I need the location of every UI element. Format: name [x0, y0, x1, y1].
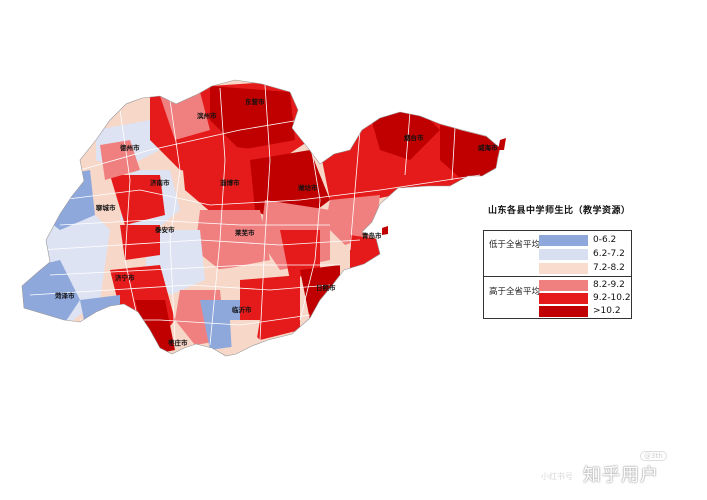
- legend-swatch-4: [539, 293, 588, 304]
- city-label-binzhou: 滨州市: [197, 111, 217, 120]
- island: [382, 226, 388, 235]
- city-label-dongying: 东营市: [245, 97, 265, 106]
- watermark-badge: @3th: [640, 451, 667, 461]
- city-labels: 德州市 滨州市 东营市 烟台市 威海市 聊城市 济南市 淄博市 潍坊市 青岛市 …: [55, 97, 498, 347]
- legend-group-label-above: 高于全省平均: [489, 287, 541, 297]
- legend-range-3: 8.2-9.2: [593, 280, 625, 290]
- legend-group-label-below: 低于全省平均: [489, 240, 541, 250]
- legend-divider: [484, 276, 631, 277]
- legend-swatch-3: [539, 280, 588, 291]
- legend-range-2: 7.2-8.2: [593, 263, 625, 273]
- city-label-jinan: 济南市: [150, 178, 170, 187]
- legend-swatch-5: [539, 306, 588, 317]
- watermark-text: 知乎用户: [583, 465, 659, 486]
- city-label-yantai: 烟台市: [404, 133, 424, 142]
- city-label-zaozhuang: 枣庄市: [167, 338, 188, 347]
- city-label-rizhao: 日照市: [316, 283, 336, 292]
- city-label-dezhou: 德州市: [120, 143, 140, 152]
- island: [498, 138, 506, 150]
- watermark-small-text: 小红书号: [541, 472, 573, 481]
- city-label-taian: 泰安市: [154, 225, 175, 234]
- city-label-heze: 菏泽市: [55, 291, 75, 300]
- city-label-jining: 济宁市: [115, 273, 135, 282]
- city-label-weihai: 威海市: [478, 143, 498, 152]
- legend-range-1: 6.2-7.2: [593, 249, 625, 259]
- legend-box: 低于全省平均 0-6.2 6.2-7.2 7.2-8.2 高于全省平均 8.2-…: [483, 230, 632, 319]
- city-label-zibo: 淄博市: [220, 178, 240, 187]
- legend-swatch-0: [539, 235, 588, 246]
- legend-swatch-2: [539, 263, 588, 274]
- city-label-weifang: 潍坊市: [298, 183, 318, 192]
- legend-range-0: 0-6.2: [593, 235, 617, 245]
- city-label-laiwu: 莱芜市: [235, 228, 255, 237]
- legend-range-4: 9.2-10.2: [593, 293, 631, 303]
- legend-swatch-1: [539, 249, 588, 260]
- city-label-liaocheng: 聊城市: [96, 203, 116, 212]
- legend-title: 山东各县中学师生比（教学资源）: [488, 206, 631, 216]
- legend-range-5: >10.2: [593, 306, 621, 316]
- city-label-linyi: 临沂市: [232, 305, 252, 314]
- city-label-qingdao: 青岛市: [362, 231, 382, 240]
